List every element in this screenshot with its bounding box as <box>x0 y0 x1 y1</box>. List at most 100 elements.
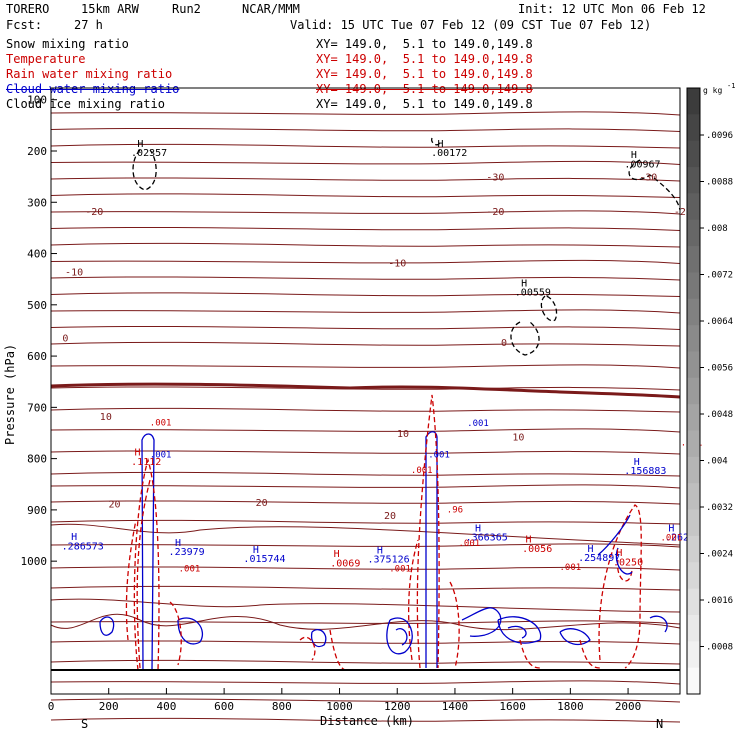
rain-contour <box>136 479 151 669</box>
extremum-value: .366365 <box>466 533 508 544</box>
field-xy-cloud-water: XY= 149.0, 5.1 to 149.0,149.8 <box>316 82 533 96</box>
y-tick-label: 1000 <box>21 555 48 568</box>
isotherm-line <box>50 226 681 231</box>
snow-contour <box>540 295 558 322</box>
cloud-water-contour <box>425 431 438 668</box>
isotherm-label: 20 <box>108 499 120 510</box>
extremum-value: .286573 <box>62 541 104 552</box>
isotherm-label: 10 <box>397 429 409 440</box>
x-axis-label: Distance (km) <box>320 714 414 728</box>
y-tick-label: 600 <box>27 350 47 363</box>
y-tick-label: 200 <box>27 145 47 158</box>
isotherm-label: 0 <box>62 334 68 345</box>
org-label: NCAR/MMM <box>242 2 300 16</box>
isotherm-line <box>50 471 681 477</box>
colorbar-label: .004 <box>706 457 728 467</box>
colorbar-label: .008 <box>706 224 728 234</box>
x-tick-label: 1000 <box>326 700 353 713</box>
isotherm-line <box>50 242 681 248</box>
colorbar-label: .0096 <box>706 131 733 141</box>
colorbar-label: .0088 <box>706 178 733 188</box>
isotherm-line <box>50 523 681 546</box>
isotherm-line <box>50 407 681 413</box>
cloud-water-contour <box>461 607 502 637</box>
isotherm-line <box>50 659 681 665</box>
extremum-marker: H <box>135 448 141 459</box>
cloud-water-contour <box>649 615 668 633</box>
x-tick-label: 1800 <box>557 700 584 713</box>
isotherm-line <box>50 193 681 198</box>
colorbar-swatch <box>687 588 700 616</box>
rain-contour <box>579 639 601 669</box>
isotherm-line <box>50 500 681 505</box>
run-label: Run2 <box>172 2 201 16</box>
isotherm-label: 10 <box>100 412 112 423</box>
isotherm-line <box>50 276 681 281</box>
rain-contour <box>299 636 316 661</box>
x-tick-label: 1600 <box>499 700 526 713</box>
extremum-marker: H <box>631 150 637 161</box>
contour-value-label: .96 <box>447 505 463 515</box>
temperature-contours <box>50 111 681 723</box>
colorbar-swatch <box>687 88 700 115</box>
isotherm-line <box>50 127 681 132</box>
x-tick-label: 2000 <box>615 700 642 713</box>
colorbar-label: .0048 <box>706 410 733 420</box>
extremum-marker: H <box>616 548 622 559</box>
extremum-marker: H <box>253 545 259 556</box>
valid-time: Valid: 15 UTC Tue 07 Feb 12 (09 CST Tue … <box>290 18 652 32</box>
cloud-water-contour <box>395 628 408 646</box>
isotherm-line <box>50 484 681 489</box>
x-end-label-north: N <box>656 717 663 731</box>
extremum-marker: H <box>521 278 527 289</box>
contour-value-label: .001 <box>179 564 201 574</box>
field-name-cloud-ice: Cloud ice mixing ratio <box>6 97 165 111</box>
isotherm-line <box>50 680 681 685</box>
extremum-marker: H <box>526 535 532 546</box>
extremum-value: .375126 <box>368 555 410 566</box>
contour-value-label: .001 <box>389 564 411 574</box>
extremum-value: .0250 <box>613 557 643 568</box>
colorbar-swatch <box>687 535 700 563</box>
colorbar-swatch <box>687 456 700 484</box>
x-end-label-south: S <box>81 717 88 731</box>
extremum-value: .00967 <box>624 159 660 170</box>
colorbar-unit-exponent: -1 <box>727 82 735 90</box>
isotherm-label: 10 <box>512 433 524 444</box>
isotherm-line <box>50 309 681 314</box>
cloud-water-contour <box>615 547 633 575</box>
cloud-water-contour <box>310 629 327 648</box>
colorbar-swatch <box>687 430 700 458</box>
field-xy-cloud-ice: XY= 149.0, 5.1 to 149.0,149.8 <box>316 97 533 111</box>
resolution-label: 15km ARW <box>81 2 139 16</box>
colorbar-swatch <box>687 219 700 247</box>
isotherm-line <box>50 519 681 525</box>
contour-value-label: .001 <box>560 563 582 573</box>
x-tick-label: 200 <box>99 700 119 713</box>
extremum-marker: H <box>634 457 640 468</box>
isotherm-label: -30 <box>639 173 657 184</box>
colorbar-swatch <box>687 351 700 379</box>
field-xy-temperature: XY= 149.0, 5.1 to 149.0,149.8 <box>316 52 533 66</box>
rain-contour <box>416 394 440 669</box>
isotherm-line <box>50 640 681 645</box>
y-tick-label: 900 <box>27 504 47 517</box>
isotherm-line <box>50 364 681 369</box>
y-tick-label: 500 <box>27 299 47 312</box>
contour-value-label: .001 <box>411 466 433 476</box>
y-tick-label: 700 <box>27 401 47 414</box>
colorbar-swatch <box>687 272 700 300</box>
rain-contour <box>408 539 419 661</box>
init-time: Init: 12 UTC Mon 06 Feb 12 <box>518 2 706 16</box>
colorbar-swatch <box>687 167 700 194</box>
isotherm-line <box>50 386 681 391</box>
isotherm-label: -20 <box>85 207 103 218</box>
extremum-value: .156883 <box>624 466 666 477</box>
cloud-water-contour <box>559 628 591 646</box>
extremum-value: .015744 <box>243 554 285 565</box>
extremum-value: .2620 <box>665 533 695 544</box>
extremum-value: .00172 <box>431 148 467 159</box>
colorbar-swatch <box>687 114 700 142</box>
snow-contour <box>431 137 441 146</box>
